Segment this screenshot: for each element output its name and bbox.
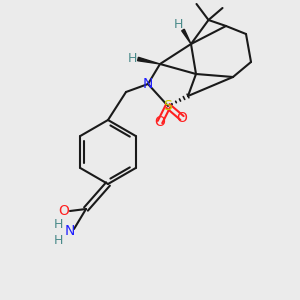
Text: O: O (154, 115, 165, 129)
Text: S: S (164, 99, 172, 113)
Text: H: H (127, 52, 137, 65)
Polygon shape (138, 57, 160, 64)
Text: H: H (173, 17, 183, 31)
Text: O: O (58, 204, 69, 218)
Text: N: N (65, 224, 75, 238)
Text: H: H (53, 218, 63, 232)
Text: N: N (143, 77, 153, 91)
Text: O: O (177, 111, 188, 125)
Text: H: H (53, 235, 63, 248)
Polygon shape (182, 29, 191, 44)
